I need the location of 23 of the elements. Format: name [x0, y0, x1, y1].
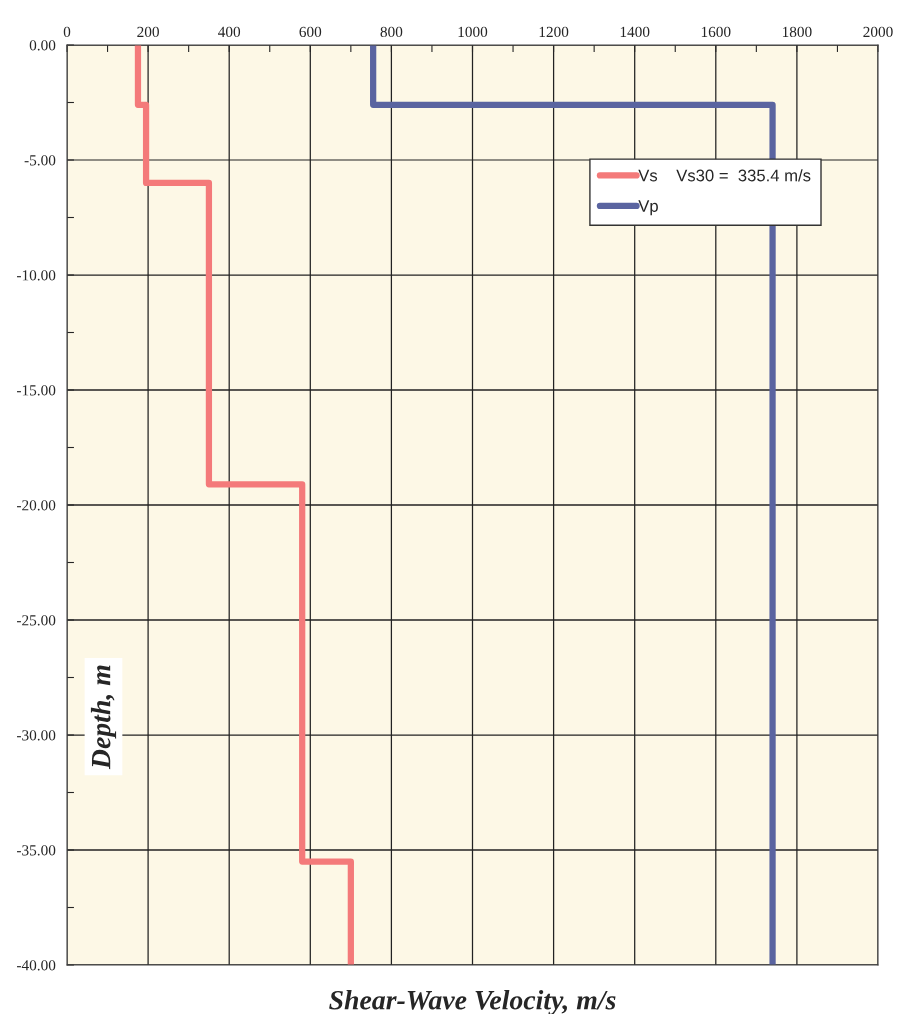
- x-tick-label: 200: [137, 26, 159, 38]
- x-tick-label: 1200: [539, 26, 569, 38]
- y-tick-label: -10.00: [17, 270, 56, 281]
- x-tick-label: 600: [299, 26, 322, 38]
- y-axis-title: Depth, m: [90, 665, 117, 770]
- x-tick-label: 0: [63, 26, 71, 38]
- x-tick-label: 800: [380, 26, 403, 38]
- y-tick-label: 0.00: [29, 40, 56, 51]
- legend-label: Vs Vs30 = 335.4 m/s: [638, 169, 811, 182]
- x-tick-label: 400: [218, 26, 241, 38]
- x-tick-label: 1000: [458, 26, 488, 38]
- x-tick-label: 1400: [620, 26, 650, 38]
- x-tick-label: 1800: [782, 26, 812, 38]
- y-tick-label: -25.00: [17, 615, 56, 626]
- x-tick-label: 1600: [701, 26, 731, 38]
- legend-label: Vp: [638, 200, 658, 216]
- y-tick-label: -15.00: [17, 385, 56, 396]
- y-tick-label: -5.00: [24, 155, 56, 166]
- y-tick-label: -35.00: [17, 845, 56, 856]
- y-tick-label: -20.00: [17, 500, 56, 511]
- y-tick-label: -40.00: [17, 960, 56, 971]
- x-tick-label: 2000: [863, 26, 893, 38]
- y-tick-label: -30.00: [17, 730, 56, 741]
